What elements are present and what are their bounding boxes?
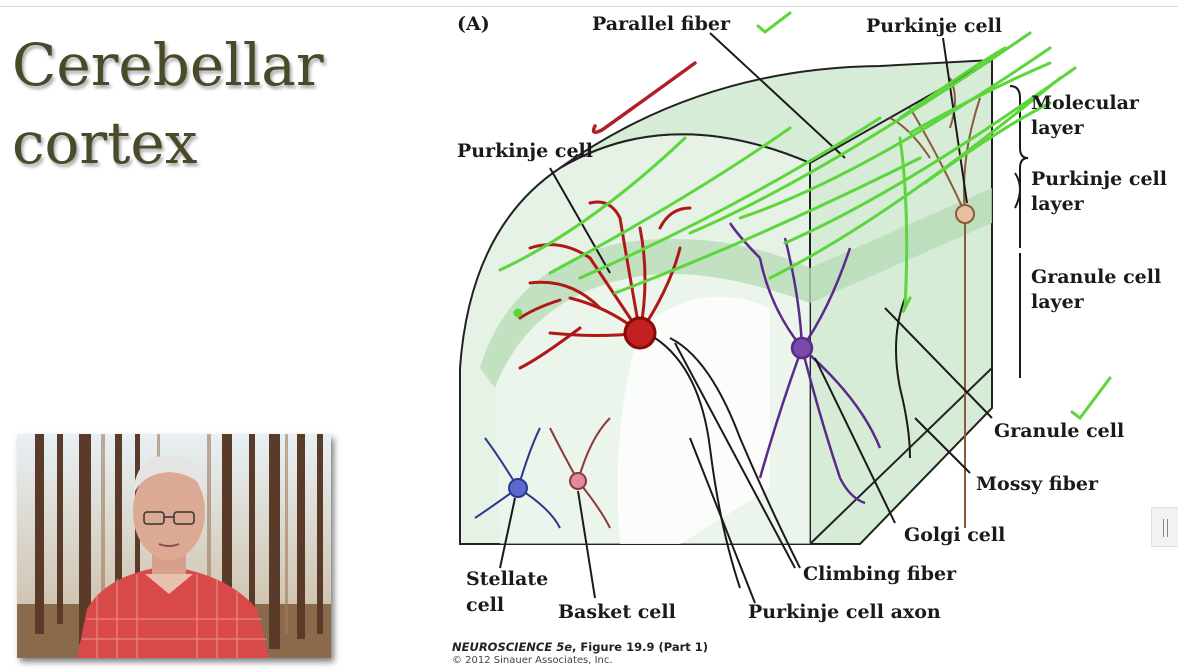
label-stellate-2: cell [466, 594, 505, 616]
panel-label: (A) [457, 13, 490, 35]
label-molecular-layer-2: layer [1031, 117, 1084, 139]
label-purkinje-layer-1: Purkinje cell [1031, 168, 1167, 190]
presenter-webcam [17, 434, 331, 658]
caption-copyright: © 2012 Sinauer Associates, Inc. [452, 655, 613, 666]
label-granule-layer-1: Granule cell [1031, 266, 1162, 288]
golgi-cell [728, 222, 882, 505]
caption-figure-number: , Figure 19.9 (Part 1) [572, 640, 709, 654]
annotation-green-strokes [498, 11, 1112, 421]
label-climbing-fiber: Climbing fiber [803, 563, 957, 585]
stellate-cell [474, 427, 561, 529]
top-divider [0, 6, 1178, 7]
label-purkinje-cell-left: Purkinje cell [457, 140, 593, 162]
label-golgi-cell: Golgi cell [904, 524, 1006, 546]
title-line-2: cortex [12, 109, 198, 177]
label-basket-cell: Basket cell [558, 601, 676, 623]
label-molecular-layer-1: Molecular [1031, 92, 1139, 114]
figure-caption: NEUROSCIENCE 5e, Figure 19.9 (Part 1) © … [452, 640, 708, 668]
label-parallel-fiber: Parallel fiber [592, 13, 730, 35]
label-mossy-fiber: Mossy fiber [976, 473, 1098, 495]
caption-figure: NEUROSCIENCE 5e, Figure 19.9 (Part 1) [452, 640, 708, 654]
label-stellate-1: Stellate [466, 568, 549, 590]
cerebellar-cortex-diagram [459, 11, 1112, 604]
basket-cell [549, 417, 611, 529]
label-purkinje-layer-2: layer [1031, 193, 1084, 215]
leader-lines [499, 32, 1029, 604]
side-panel-handle[interactable] [1151, 507, 1178, 547]
label-purkinje-cell-axon: Purkinje cell axon [748, 601, 941, 623]
annotation-red-stroke [591, 61, 697, 134]
caption-book-title: NEUROSCIENCE 5e [452, 640, 573, 654]
webcam-image [17, 434, 331, 658]
slide-title: Cerebellar cortex [12, 26, 324, 182]
label-granule-layer-2: layer [1031, 291, 1084, 313]
purkinje-cell-left [518, 200, 692, 370]
label-purkinje-cell-top: Purkinje cell [866, 15, 1002, 37]
title-line-1: Cerebellar [12, 31, 324, 99]
label-granule-cell: Granule cell [994, 420, 1125, 442]
